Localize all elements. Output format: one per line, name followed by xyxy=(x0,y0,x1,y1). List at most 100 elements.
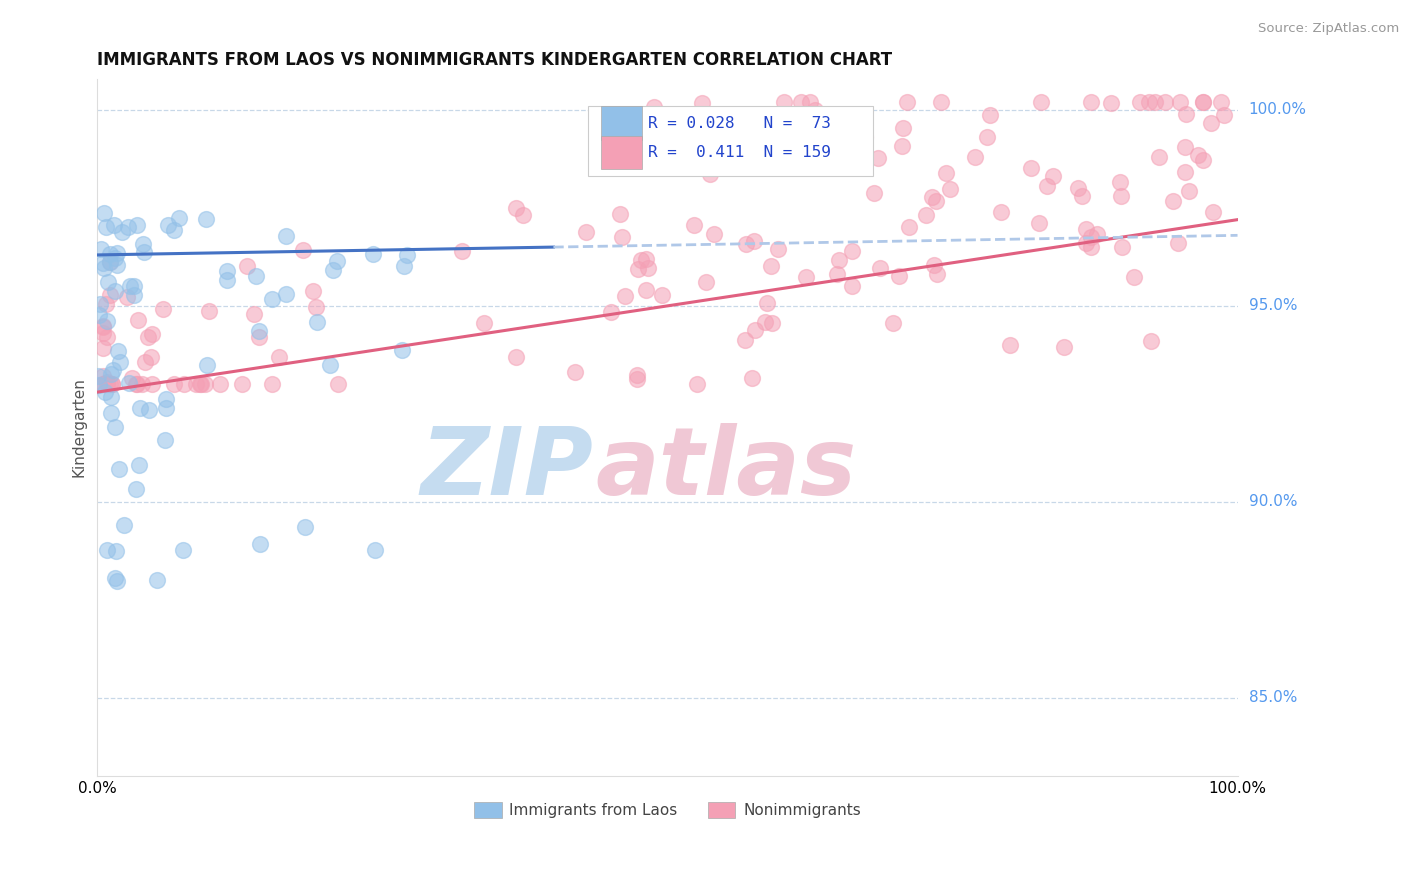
FancyBboxPatch shape xyxy=(602,136,643,169)
Point xyxy=(231,377,253,392)
Point xyxy=(124,377,146,392)
Point xyxy=(91,341,114,355)
FancyBboxPatch shape xyxy=(588,106,873,177)
Point xyxy=(1111,240,1133,254)
Point xyxy=(921,189,943,203)
Point xyxy=(91,369,114,384)
Point xyxy=(742,235,765,249)
Point xyxy=(167,211,190,225)
Point xyxy=(766,242,789,256)
Point xyxy=(845,133,868,147)
Point xyxy=(600,304,623,318)
Point xyxy=(91,377,114,392)
Point xyxy=(103,252,125,266)
Point xyxy=(741,371,763,385)
Point xyxy=(134,355,156,369)
Point xyxy=(754,315,776,329)
Point xyxy=(1085,227,1108,241)
Point xyxy=(301,284,323,298)
Point xyxy=(1035,179,1057,194)
Text: Source: ZipAtlas.com: Source: ZipAtlas.com xyxy=(1258,22,1399,36)
Point xyxy=(1187,147,1209,161)
Point xyxy=(262,377,284,392)
Point xyxy=(745,143,768,157)
Point xyxy=(772,95,794,109)
Point xyxy=(756,296,779,310)
Point xyxy=(1080,239,1102,253)
Point xyxy=(1178,184,1201,198)
Point xyxy=(1199,116,1222,130)
Point xyxy=(117,220,139,235)
Text: R = 0.028   N =  73: R = 0.028 N = 73 xyxy=(648,116,831,131)
Point xyxy=(105,246,128,260)
Point xyxy=(1080,230,1102,244)
Point xyxy=(103,284,125,298)
Point xyxy=(361,247,384,261)
Point xyxy=(939,182,962,196)
Point xyxy=(93,206,115,220)
Point xyxy=(247,329,270,343)
Point xyxy=(634,252,657,266)
Point xyxy=(990,205,1012,219)
Legend: Immigrants from Laos, Nonimmigrants: Immigrants from Laos, Nonimmigrants xyxy=(468,797,868,824)
Point xyxy=(804,103,827,118)
Point xyxy=(626,372,648,386)
Point xyxy=(1122,270,1144,285)
Point xyxy=(472,316,495,330)
Point xyxy=(626,368,648,382)
Point xyxy=(643,100,665,114)
Point xyxy=(138,403,160,417)
Point xyxy=(1211,95,1233,109)
Point xyxy=(89,378,111,392)
Point xyxy=(236,259,259,273)
Point xyxy=(395,248,418,262)
Point xyxy=(1161,194,1184,208)
Point xyxy=(115,290,138,304)
Point xyxy=(91,319,114,334)
Point xyxy=(322,263,344,277)
Point xyxy=(761,317,783,331)
Point xyxy=(305,315,328,329)
Text: atlas: atlas xyxy=(596,423,856,516)
Point xyxy=(915,207,938,221)
Point xyxy=(869,260,891,275)
Point xyxy=(364,543,387,558)
Point xyxy=(155,401,177,415)
Text: ZIP: ZIP xyxy=(420,423,593,516)
Point xyxy=(887,269,910,284)
Text: R =  0.411  N = 159: R = 0.411 N = 159 xyxy=(648,145,831,160)
Point xyxy=(249,537,271,551)
Point xyxy=(139,351,162,365)
Point xyxy=(163,377,186,392)
Point xyxy=(841,244,863,258)
Point xyxy=(634,283,657,297)
Point xyxy=(118,376,141,391)
Point xyxy=(100,406,122,420)
Point xyxy=(699,167,721,181)
Point xyxy=(155,392,177,407)
Point xyxy=(152,302,174,317)
Point xyxy=(690,95,713,110)
Text: 90.0%: 90.0% xyxy=(1249,494,1298,509)
Point xyxy=(564,365,586,379)
Point xyxy=(614,289,637,303)
Point xyxy=(128,458,150,473)
Point xyxy=(138,330,160,344)
Point xyxy=(799,95,821,109)
Point xyxy=(512,208,534,222)
Point xyxy=(121,370,143,384)
Point xyxy=(94,385,117,400)
Point xyxy=(747,143,769,157)
Point xyxy=(1174,165,1197,179)
Point xyxy=(217,273,239,287)
Point xyxy=(100,377,122,392)
Point xyxy=(97,276,120,290)
Point xyxy=(827,267,849,281)
Point xyxy=(127,313,149,327)
Point xyxy=(107,343,129,358)
Point xyxy=(98,247,121,261)
Point xyxy=(245,268,267,283)
Point xyxy=(326,253,349,268)
Point xyxy=(132,245,155,260)
Point xyxy=(91,256,114,270)
